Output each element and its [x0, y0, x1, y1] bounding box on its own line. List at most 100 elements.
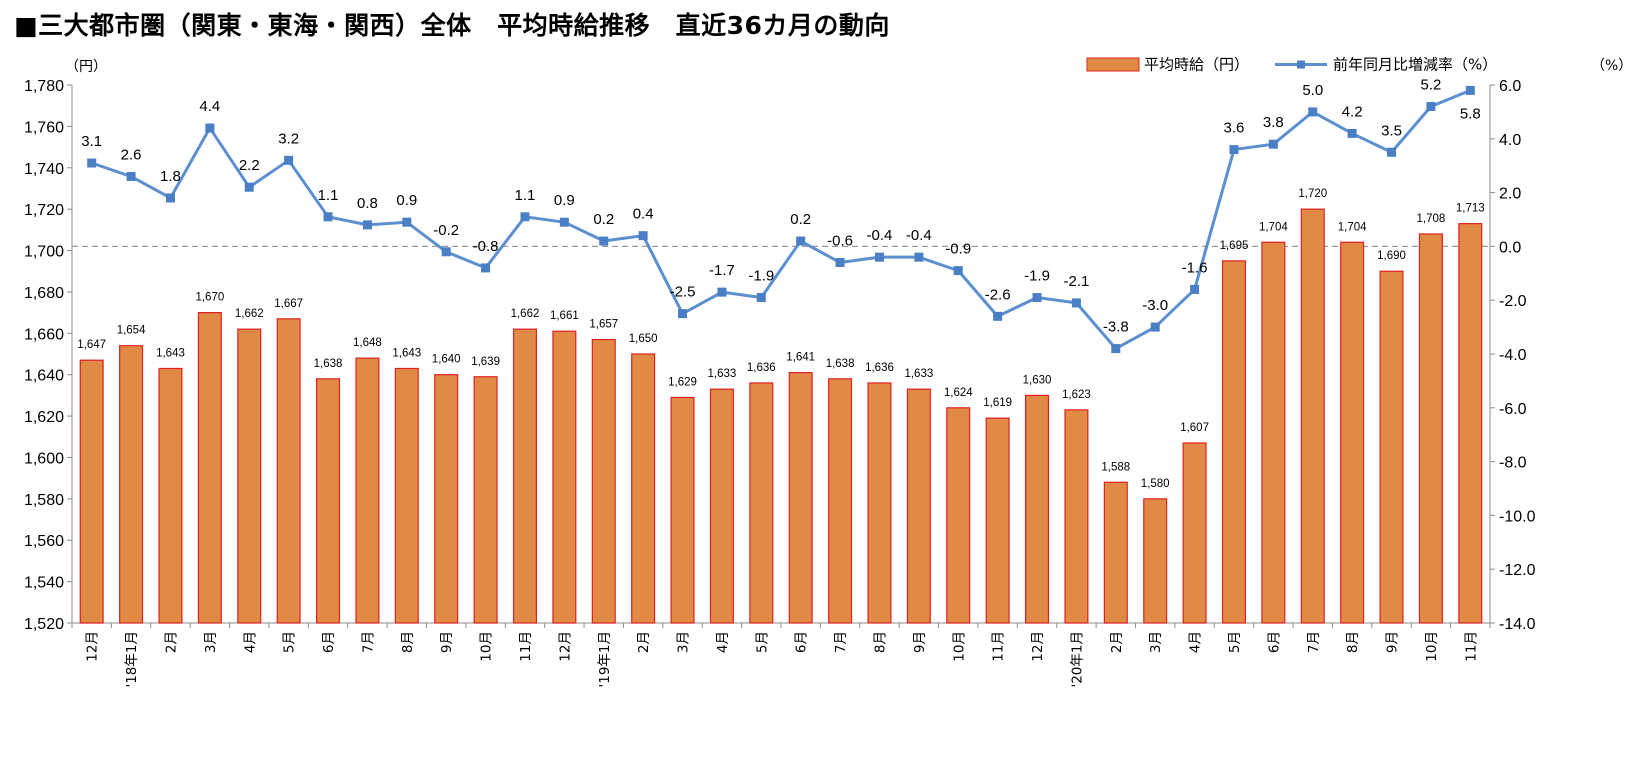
- bar-value-label: 1,662: [235, 308, 264, 320]
- x-category-label: 3月: [203, 631, 219, 653]
- right-tick-label: -10.0: [1499, 508, 1536, 525]
- bar-value-label: 1,704: [1338, 221, 1367, 233]
- bar: [828, 378, 853, 624]
- rate-value-label: -1.9: [748, 268, 774, 285]
- bar: [1221, 260, 1246, 624]
- rate-marker: [441, 247, 451, 257]
- bar-value-label: 1,650: [629, 333, 658, 345]
- x-category-label: 3月: [676, 631, 692, 653]
- rate-value-label: 3.6: [1224, 120, 1245, 137]
- right-tick-label: -4.0: [1499, 347, 1527, 364]
- rate-value-label: 2.2: [239, 157, 260, 174]
- bar: [119, 345, 144, 624]
- x-category-label: 12月: [1030, 631, 1046, 662]
- x-category-label: 8月: [1345, 631, 1361, 653]
- rate-value-label: -1.9: [1024, 268, 1050, 285]
- bar-value-label: 1,640: [432, 354, 461, 366]
- legend: 平均時給（円） 前年同月比増減率（%）: [1086, 56, 1497, 74]
- x-category-label: 5月: [1227, 631, 1243, 653]
- x-category-label: 11月: [518, 631, 534, 662]
- rate-marker: [1150, 322, 1160, 332]
- rate-value-label: -0.9: [945, 241, 971, 258]
- right-tick-label: 0.0: [1499, 239, 1521, 256]
- left-tick-label: 1,660: [24, 326, 64, 343]
- bar-value-label: 1,639: [471, 356, 500, 368]
- left-tick-label: 1,560: [24, 533, 64, 550]
- bar-value-label: 1,708: [1417, 213, 1446, 225]
- rate-value-label: -0.6: [827, 233, 853, 250]
- bar: [788, 372, 813, 624]
- rate-marker: [796, 236, 806, 246]
- bar-value-label: 1,713: [1456, 203, 1485, 215]
- x-category-label: 5月: [754, 631, 770, 653]
- rate-value-label: -1.7: [709, 262, 735, 279]
- x-category-label: 7月: [1306, 631, 1322, 653]
- x-category-label: 3月: [1148, 631, 1164, 653]
- x-category-label: 10月: [951, 631, 967, 662]
- bar: [867, 382, 892, 624]
- rate-marker: [1071, 298, 1081, 308]
- x-category-label: 4月: [715, 631, 731, 653]
- rate-marker: [362, 220, 372, 230]
- rate-value-label: -3.0: [1142, 297, 1168, 314]
- x-category-label: '20年1月: [1069, 631, 1085, 687]
- bar: [1418, 233, 1443, 624]
- bar: [1261, 241, 1286, 624]
- rate-value-label: -2.6: [985, 286, 1011, 303]
- bar: [631, 353, 656, 624]
- rate-marker: [1190, 284, 1200, 294]
- rate-marker: [87, 158, 97, 168]
- rate-marker: [1465, 85, 1475, 95]
- bar: [1379, 270, 1404, 624]
- rate-marker: [874, 252, 884, 262]
- right-tick-label: 2.0: [1499, 186, 1521, 203]
- x-category-label: 8月: [872, 631, 888, 653]
- bar-value-label: 1,588: [1101, 461, 1130, 473]
- bar-value-label: 1,638: [826, 358, 855, 370]
- rate-value-label: 4.4: [199, 98, 220, 115]
- left-tick-label: 1,620: [24, 409, 64, 426]
- bar: [985, 417, 1010, 624]
- rate-marker: [402, 217, 412, 227]
- rate-value-label: -0.2: [433, 222, 459, 239]
- chart-title: ■三大都市圏（関東・東海・関西）全体 平均時給推移 直近36カ月の動向: [14, 11, 890, 40]
- rate-value-label: 3.1: [81, 133, 102, 150]
- left-tick-label: 1,640: [24, 368, 64, 385]
- rate-marker: [993, 311, 1003, 321]
- bar-value-label: 1,657: [589, 319, 618, 331]
- rate-marker: [599, 236, 609, 246]
- x-category-label: 10月: [479, 631, 495, 662]
- rate-marker: [953, 266, 963, 276]
- bar: [79, 359, 104, 624]
- rate-marker: [520, 212, 530, 222]
- legend-bar-label: 平均時給（円）: [1144, 56, 1249, 74]
- bar: [1458, 223, 1483, 624]
- x-category-label: 12月: [85, 631, 101, 662]
- x-category-label: 12月: [557, 631, 573, 662]
- bar-value-label: 1,633: [904, 368, 933, 380]
- bar-value-label: 1,624: [944, 387, 973, 399]
- bar: [1143, 498, 1168, 624]
- left-tick-label: 1,520: [24, 616, 64, 633]
- rate-marker: [756, 293, 766, 303]
- rate-value-label: 0.9: [396, 192, 417, 209]
- rate-marker: [559, 217, 569, 227]
- x-category-label: 7月: [833, 631, 849, 653]
- rate-marker: [1347, 128, 1357, 138]
- legend-bar-swatch: [1086, 57, 1140, 72]
- bar: [316, 378, 341, 624]
- rate-marker: [205, 123, 215, 133]
- x-category-label: 6月: [794, 631, 810, 653]
- bar-value-label: 1,641: [786, 352, 815, 364]
- rate-value-label: 5.0: [1302, 82, 1323, 99]
- bar: [473, 376, 498, 624]
- x-category-label: '19年1月: [597, 631, 613, 687]
- rate-marker: [1111, 344, 1121, 354]
- rate-value-label: -1.6: [1182, 259, 1208, 276]
- rate-value-label: 1.8: [160, 168, 181, 185]
- rate-value-label: -0.4: [867, 227, 893, 244]
- x-category-label: 4月: [1188, 631, 1204, 653]
- bar-value-label: 1,619: [983, 397, 1012, 409]
- rate-value-label: 3.2: [278, 130, 299, 147]
- rate-marker: [126, 171, 136, 181]
